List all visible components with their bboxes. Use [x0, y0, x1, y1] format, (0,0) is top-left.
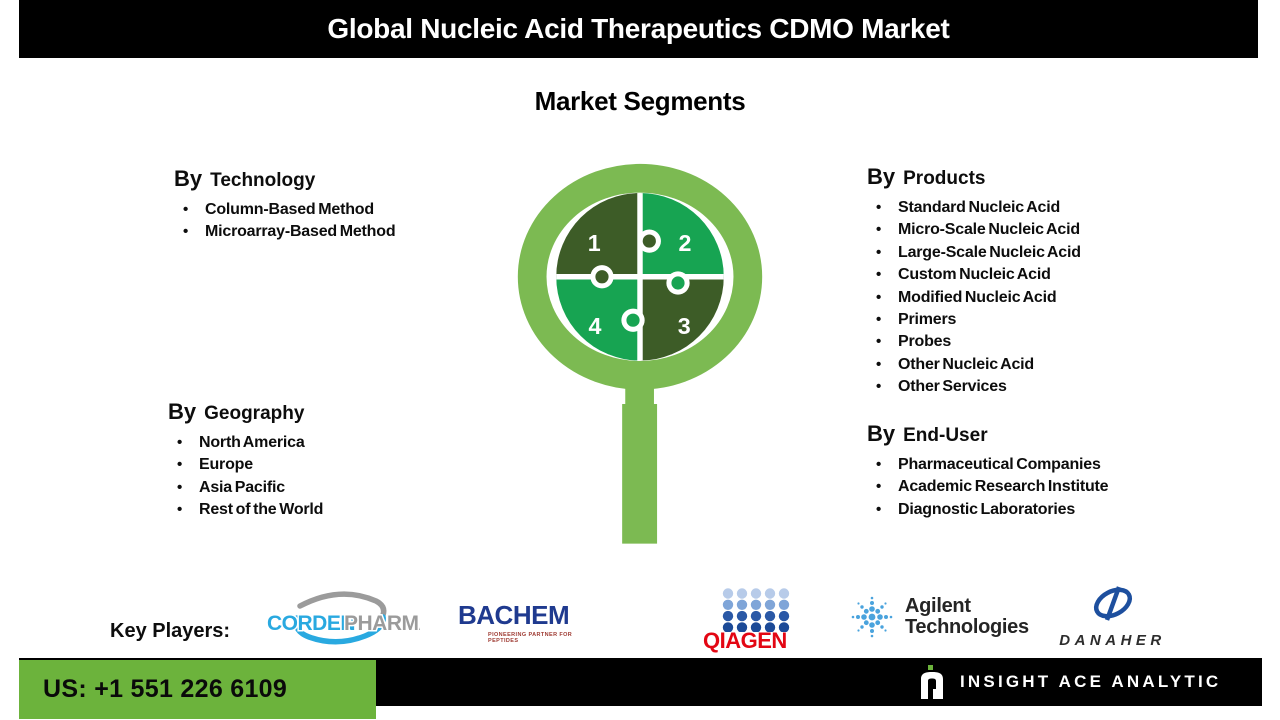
- list-item: Other Services: [867, 376, 1081, 399]
- brand-lockup: INSIGHT ACE ANALYTIC: [920, 664, 1221, 700]
- list-item: Custom Nucleic Acid: [867, 264, 1081, 287]
- corden-swoosh-gray: [297, 591, 387, 618]
- section-name: Products: [903, 168, 986, 189]
- section-heading-end-user: By End-User: [867, 421, 1108, 449]
- list-item: Standard Nucleic Acid: [867, 197, 1081, 220]
- corden-swoosh-blue: [293, 614, 386, 645]
- list-item: North America: [168, 432, 323, 455]
- list-item: Micro-Scale Nucleic Acid: [867, 219, 1081, 242]
- subtitle: Market Segments: [534, 86, 746, 116]
- list-item: Europe: [168, 454, 323, 477]
- insight-ace-logo-icon: [921, 665, 943, 699]
- phone-box: US: +1 551 226 6109: [19, 660, 376, 719]
- list-item: Large-Scale Nucleic Acid: [867, 242, 1081, 265]
- section-products: By Products Standard Nucleic AcidMicro-Sc…: [867, 164, 1081, 399]
- puzzle-label-4: 4: [589, 313, 602, 339]
- logo-danaher: DANAHER: [1050, 584, 1175, 649]
- puzzle-label-2: 2: [679, 230, 692, 256]
- list-item: Probes: [867, 331, 1081, 354]
- cordenpharma-logo-graphic: CORDEN PHARMA: [266, 591, 435, 645]
- agilent-wordmark: Agilent Technologies: [905, 596, 1029, 638]
- qiagen-wordmark: QIAGEN: [703, 628, 787, 653]
- logo-cordenpharma: CORDEN PHARMA: [262, 590, 435, 653]
- section-heading-products: By Products: [867, 164, 1081, 192]
- agilent-spark-icon: [851, 596, 893, 638]
- corden-wordmark-gray: PHARMA: [344, 612, 420, 635]
- title-bar: Global Nucleic Acid Therapeutics CDMO Ma…: [19, 0, 1258, 58]
- bachem-tagline: PIONEERING PARTNER FOR PEPTIDES: [488, 632, 573, 644]
- corden-wordmark-blue: CORDEN: [267, 612, 355, 635]
- danaher-wordmark: DANAHER: [1059, 632, 1166, 649]
- section-name: Geography: [204, 403, 305, 424]
- section-geography: By Geography North AmericaEuropeAsia Paci…: [168, 399, 323, 522]
- section-end-user: By End-User Pharmaceutical CompaniesAcade…: [867, 421, 1109, 522]
- puzzle-label-1: 1: [588, 230, 601, 256]
- list-item: Rest of the World: [168, 499, 323, 522]
- phone-number: US: +1 551 226 6109: [43, 675, 288, 703]
- list-item: Modified Nucleic Acid: [867, 287, 1081, 310]
- section-heading-technology: By Technology: [174, 166, 395, 194]
- section-prefix: By: [867, 164, 896, 189]
- agilent-line2: Technologies: [905, 616, 1029, 638]
- geography-list: North AmericaEuropeAsia PacificRest of t…: [168, 432, 323, 522]
- magnifier-puzzle-graphic: 1 2 3 4: [517, 163, 763, 544]
- section-technology: By Technology Column-Based MethodMicroarr…: [174, 166, 396, 244]
- technology-list: Column-Based MethodMicroarray-Based Meth…: [174, 199, 396, 244]
- logo-qiagen: QIAGEN: [703, 588, 795, 653]
- list-item: Asia Pacific: [168, 477, 323, 500]
- brand-name: INSIGHT ACE ANALYTIC: [960, 672, 1222, 691]
- list-item: Primers: [867, 309, 1081, 332]
- qiagen-dot-grid: [722, 588, 790, 632]
- logo-agilent: Agilent Technologies: [848, 593, 1029, 641]
- logo-bachem: BACHEM PIONEERING PARTNER FOR PEPTIDES: [458, 602, 588, 644]
- list-item: Microarray-Based Method: [174, 221, 396, 244]
- section-prefix: By: [867, 421, 896, 446]
- section-prefix: By: [168, 399, 197, 424]
- section-prefix: By: [174, 166, 203, 191]
- section-name: End-User: [903, 425, 988, 446]
- page-title: Global Nucleic Acid Therapeutics CDMO Ma…: [327, 13, 950, 44]
- list-item: Academic Research Institute: [867, 476, 1109, 499]
- danaher-d-emblem: [1093, 586, 1132, 621]
- puzzle-label-3: 3: [678, 313, 691, 339]
- puzzle-knobs: [590, 229, 690, 332]
- magnifier-handle-neck: [625, 380, 654, 406]
- section-name: Technology: [210, 170, 316, 191]
- list-item: Pharmaceutical Companies: [867, 454, 1108, 477]
- list-item: Other Nucleic Acid: [867, 354, 1081, 377]
- list-item: Diagnostic Laboratories: [867, 499, 1108, 522]
- key-players-label: Key Players:: [110, 620, 231, 642]
- bachem-wordmark: BACHEM: [458, 600, 570, 630]
- products-list: Standard Nucleic AcidMicro-Scale Nucleic…: [867, 197, 1081, 399]
- list-item: Column-Based Method: [174, 199, 395, 222]
- agilent-line1: Agilent: [905, 595, 971, 617]
- end-user-list: Pharmaceutical CompaniesAcademic Researc…: [867, 454, 1109, 522]
- section-heading-geography: By Geography: [168, 399, 323, 427]
- magnifier-handle-bar: [622, 404, 658, 544]
